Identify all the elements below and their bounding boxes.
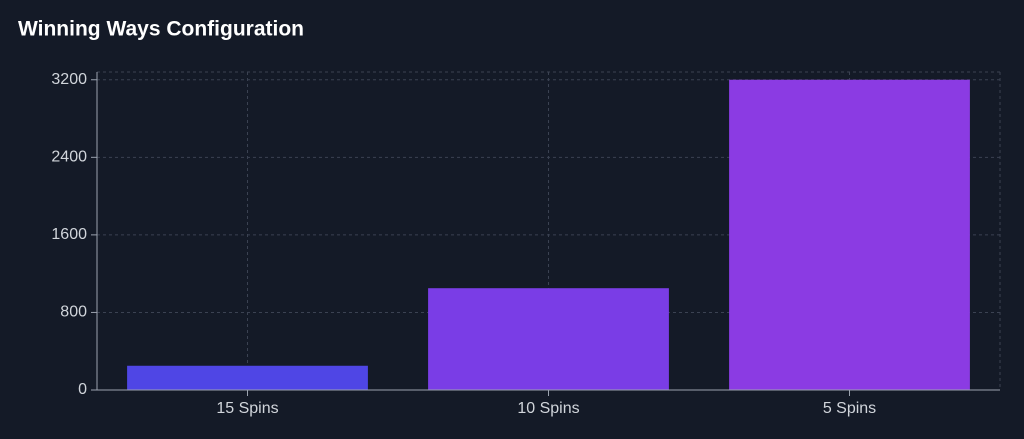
y-tick-label: 800 [60,304,87,321]
y-tick-label: 3200 [51,71,87,88]
bar [127,365,368,390]
y-tick-label: 2400 [51,149,87,166]
x-tick-label: 10 Spins [517,400,579,417]
y-tick-label: 0 [78,381,87,398]
bar [729,79,970,390]
x-tick-label: 5 Spins [823,400,876,417]
x-tick-label: 15 Spins [216,400,278,417]
bar [428,288,669,390]
y-tick-label: 1600 [51,226,87,243]
chart-title: Winning Ways Configuration [18,18,304,41]
